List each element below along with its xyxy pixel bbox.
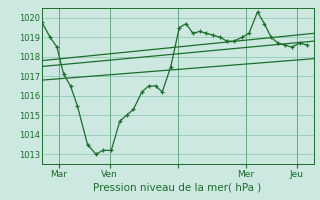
X-axis label: Pression niveau de la mer( hPa ): Pression niveau de la mer( hPa ) (93, 183, 262, 193)
